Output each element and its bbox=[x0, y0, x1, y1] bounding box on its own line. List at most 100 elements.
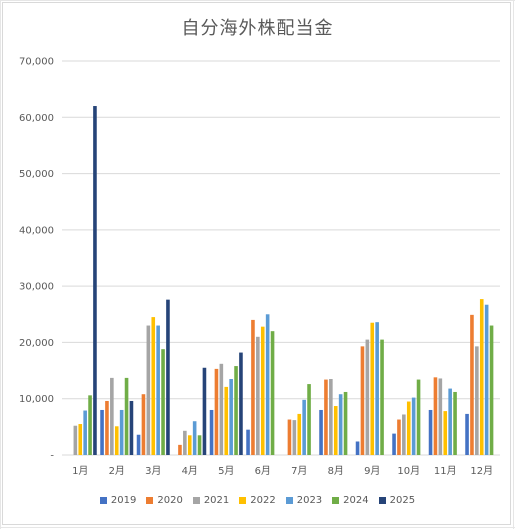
bar-2022-5[interactable] bbox=[224, 386, 229, 455]
bar-2020-2[interactable] bbox=[105, 400, 109, 455]
y-tick-label: 50,000 bbox=[19, 169, 54, 180]
legend-swatch bbox=[146, 497, 154, 504]
bar-2020-7[interactable] bbox=[287, 419, 292, 455]
bar-2019-5[interactable] bbox=[209, 409, 214, 455]
legend-item-2023[interactable]: 2023 bbox=[285, 495, 322, 506]
bar-2025-3[interactable] bbox=[166, 299, 170, 455]
bar-2022-8[interactable] bbox=[333, 406, 338, 455]
bar-2020-4[interactable] bbox=[178, 444, 182, 455]
bar-2021-6[interactable] bbox=[256, 336, 260, 455]
x-tick-label: 7月 bbox=[291, 465, 307, 477]
bar-2019-12[interactable] bbox=[465, 413, 469, 455]
bar-2021-12[interactable] bbox=[475, 346, 479, 455]
bar-2023-3[interactable] bbox=[156, 325, 160, 455]
bar-2024-11[interactable] bbox=[453, 391, 457, 455]
bar-2024-8[interactable] bbox=[343, 391, 348, 455]
legend-item-2021[interactable]: 2021 bbox=[192, 495, 230, 506]
bar-2021-11[interactable] bbox=[438, 378, 443, 455]
bar-2023-4[interactable] bbox=[192, 421, 197, 455]
bar-2022-7[interactable] bbox=[297, 413, 302, 455]
bar-2019-6[interactable] bbox=[246, 429, 250, 455]
bar-2021-1[interactable] bbox=[73, 425, 78, 455]
x-tick-label: 8月 bbox=[328, 465, 344, 477]
bar-2025-2[interactable] bbox=[129, 400, 134, 455]
bar-2023-11[interactable] bbox=[448, 388, 452, 455]
bar-2021-4[interactable] bbox=[183, 430, 187, 455]
bar-2020-3[interactable] bbox=[141, 394, 146, 455]
bar-2023-12[interactable] bbox=[484, 304, 489, 455]
bar-2022-11[interactable] bbox=[443, 411, 448, 455]
bar-2020-11[interactable] bbox=[433, 377, 438, 455]
legend-swatch bbox=[239, 497, 247, 504]
legend-item-2020[interactable]: 2020 bbox=[146, 495, 183, 506]
bar-2023-1[interactable] bbox=[83, 410, 87, 455]
bar-2022-12[interactable] bbox=[479, 299, 484, 455]
y-tick-label: 30,000 bbox=[19, 282, 54, 293]
legend-label: 2021 bbox=[203, 495, 230, 506]
bar-2024-1[interactable] bbox=[88, 395, 92, 455]
bar-2023-9[interactable] bbox=[375, 322, 379, 455]
bar-2024-5[interactable] bbox=[234, 366, 238, 455]
x-tick-label: 4月 bbox=[182, 465, 198, 477]
bar-2023-5[interactable] bbox=[229, 379, 233, 455]
bar-2022-1[interactable] bbox=[78, 424, 83, 455]
bar-2021-2[interactable] bbox=[110, 377, 114, 455]
bar-2020-12[interactable] bbox=[470, 314, 474, 455]
bar-2019-11[interactable] bbox=[428, 409, 433, 455]
bar-2019-10[interactable] bbox=[392, 433, 396, 455]
bar-2023-2[interactable] bbox=[119, 409, 124, 455]
bar-2020-9[interactable] bbox=[360, 346, 365, 455]
bar-2021-8[interactable] bbox=[329, 379, 333, 455]
y-tick-label: 20,000 bbox=[19, 338, 54, 349]
bar-2023-8[interactable] bbox=[338, 394, 343, 455]
bar-2023-6[interactable] bbox=[265, 314, 270, 455]
sheet-gridline-bottom bbox=[0, 527, 515, 528]
bar-2021-3[interactable] bbox=[146, 325, 151, 455]
bar-2022-2[interactable] bbox=[114, 426, 119, 455]
legend-label: 2020 bbox=[157, 495, 183, 506]
bar-2025-1[interactable] bbox=[93, 106, 97, 455]
bar-2020-8[interactable] bbox=[324, 379, 328, 455]
bar-2024-4[interactable] bbox=[197, 435, 202, 455]
bar-2021-9[interactable] bbox=[365, 339, 370, 455]
x-tick-label: 10月 bbox=[397, 465, 420, 477]
bar-2025-4[interactable] bbox=[202, 367, 207, 455]
bar-2024-2[interactable] bbox=[124, 377, 129, 455]
bar-2022-3[interactable] bbox=[151, 317, 156, 455]
bar-2024-9[interactable] bbox=[380, 339, 384, 455]
bar-2023-7[interactable] bbox=[302, 399, 306, 455]
bar-2021-5[interactable] bbox=[219, 363, 224, 455]
legend-label: 2024 bbox=[343, 495, 369, 506]
legend-item-2019[interactable]: 2019 bbox=[99, 495, 136, 506]
bar-2024-6[interactable] bbox=[270, 331, 275, 455]
bar-2021-10[interactable] bbox=[402, 414, 406, 455]
x-tick-label: 2月 bbox=[109, 465, 125, 477]
legend[interactable]: 2019 2020 2021 2022 2023 2024 2025 bbox=[0, 495, 515, 506]
bar-2022-6[interactable] bbox=[260, 326, 265, 455]
bar-2024-12[interactable] bbox=[489, 325, 494, 455]
legend-item-2024[interactable]: 2024 bbox=[332, 495, 369, 506]
bar-2022-9[interactable] bbox=[370, 322, 375, 455]
bar-2022-4[interactable] bbox=[187, 435, 192, 455]
bar-2020-5[interactable] bbox=[214, 368, 219, 455]
bar-2022-10[interactable] bbox=[406, 401, 411, 455]
bar-2019-8[interactable] bbox=[319, 409, 323, 455]
bar-2020-10[interactable] bbox=[397, 419, 401, 455]
chart-title[interactable]: 自分海外株配当金 bbox=[181, 18, 334, 39]
bar-2024-7[interactable] bbox=[307, 384, 311, 455]
bar-2024-3[interactable] bbox=[161, 349, 165, 455]
legend-item-2022[interactable]: 2022 bbox=[239, 495, 276, 506]
bar-2019-9[interactable] bbox=[355, 441, 360, 455]
bar-2021-7[interactable] bbox=[292, 420, 297, 455]
bar-2020-6[interactable] bbox=[251, 319, 255, 455]
legend-item-2025[interactable]: 2025 bbox=[378, 495, 415, 506]
bar-2019-3[interactable] bbox=[136, 434, 141, 455]
x-tick-label: 11月 bbox=[434, 465, 457, 477]
bar-2025-5[interactable] bbox=[239, 352, 243, 455]
sheet-gridline-right bbox=[513, 0, 514, 529]
bar-2024-10[interactable] bbox=[416, 379, 421, 455]
x-tick-label: 1月 bbox=[72, 465, 88, 477]
bar-2019-2[interactable] bbox=[100, 409, 104, 455]
bar-2023-10[interactable] bbox=[411, 397, 416, 455]
